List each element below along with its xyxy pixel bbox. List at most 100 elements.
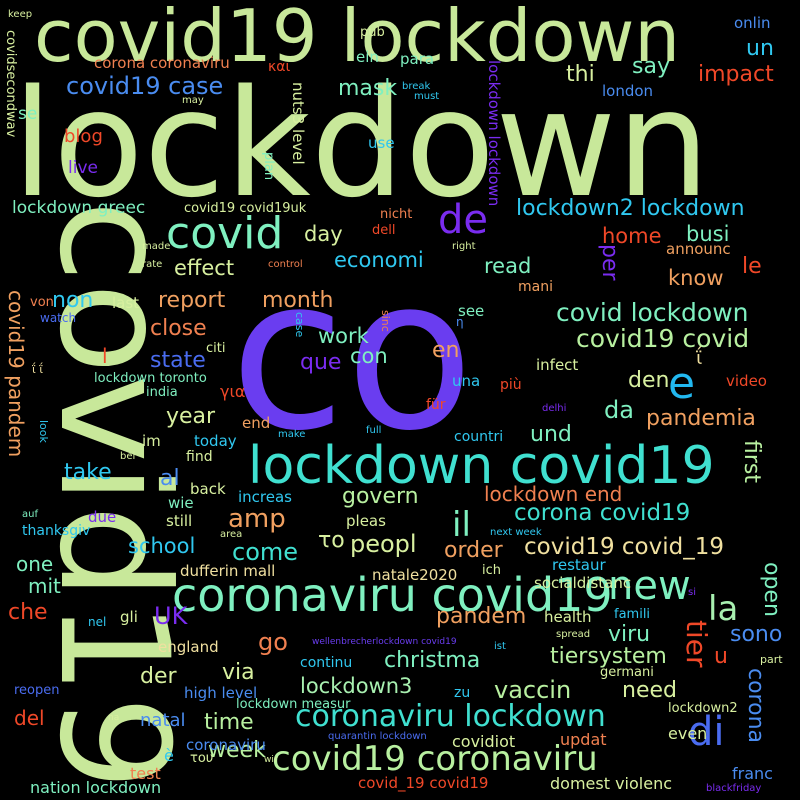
word-153: control (268, 259, 303, 270)
word-150: και (268, 59, 291, 75)
word-31: corona coronaviru (94, 54, 230, 72)
word-21: christma (384, 648, 481, 673)
word-66: come (232, 538, 299, 566)
word-118: countri (454, 429, 504, 445)
word-45: report (158, 288, 226, 313)
word-107: still (166, 512, 193, 530)
word-34: se (18, 104, 38, 124)
word-145: nicht (380, 207, 413, 222)
word-106: coronaviru (186, 736, 266, 754)
word-56: da (604, 396, 634, 424)
word-156: case (293, 312, 306, 338)
word-154: right (452, 241, 476, 252)
word-25: tier (680, 620, 713, 668)
word-164: bei (120, 451, 136, 462)
word-33: live (68, 158, 98, 178)
word-100: health (544, 608, 592, 626)
word-2: covid19 (26, 200, 200, 791)
word-44: know (668, 266, 724, 290)
word-181: quarantin lockdown (328, 731, 427, 742)
word-52: en (432, 338, 460, 363)
word-163: look (37, 420, 50, 443)
word-6: covid19 coronaviru (272, 739, 598, 779)
word-37: day (304, 222, 343, 246)
word-101: famili (614, 607, 651, 622)
word-94: covid_19 covid19 (358, 774, 489, 792)
word-99: socialdistanc (534, 574, 632, 592)
word-134: para (400, 50, 435, 68)
word-130: watch (40, 311, 77, 325)
word-32: blog (64, 126, 103, 147)
word-131: von (30, 295, 54, 310)
word-29: un (746, 36, 774, 61)
word-135: pub (360, 25, 385, 40)
word-14: il (452, 505, 471, 545)
word-155: sinc (379, 310, 392, 332)
word-146: keep (8, 9, 33, 20)
word-82: corona (743, 668, 768, 744)
word-133: ein (356, 48, 379, 66)
word-89: updat (560, 730, 607, 749)
word-47: close (150, 316, 207, 341)
word-127: india (146, 385, 178, 400)
word-166: area (220, 529, 243, 540)
word-86: week (208, 738, 266, 763)
word-5: coronaviru covid19 (172, 568, 613, 622)
word-50: con (350, 344, 388, 368)
word-129: last (112, 294, 140, 312)
word-8: covid (166, 208, 284, 259)
word-42: per (597, 244, 622, 281)
word-51: que (300, 350, 342, 375)
word-119: video (726, 372, 767, 390)
word-139: onlin (734, 14, 771, 32)
word-70: open (759, 562, 784, 617)
word-165: auf (22, 509, 38, 520)
word-49: work (318, 324, 369, 348)
word-36: effect (174, 256, 235, 280)
word-98: restaur (552, 556, 606, 574)
word-28: say (632, 54, 670, 79)
word-48: month (262, 288, 334, 313)
word-17: covid lockdown (556, 298, 749, 327)
word-157: η (456, 315, 464, 329)
word-10: e (668, 358, 696, 409)
word-141: nuts3 level (289, 82, 307, 165)
word-95: test (130, 764, 161, 783)
word-160: delhi (542, 403, 567, 414)
word-20: covid19 covid_19 (524, 534, 724, 560)
word-111: due (88, 508, 117, 526)
word-175: germani (600, 665, 654, 680)
word-88: covidiot (452, 732, 516, 751)
word-128: citi (206, 341, 226, 356)
word-152: rate (142, 259, 163, 270)
word-172: wellenbrecherlockdown covid19 (312, 637, 457, 647)
word-143: covid19 covid19uk (184, 201, 307, 216)
word-104: high level (184, 684, 258, 702)
word-151: made (142, 241, 171, 252)
word-136: use (368, 134, 395, 152)
word-176: part (760, 653, 783, 666)
word-93: nation lockdown (30, 778, 162, 797)
word-113: pleas (346, 512, 386, 530)
word-1: co (230, 232, 474, 477)
word-7: coronaviru lockdown (295, 699, 606, 734)
word-0: lockdown (12, 58, 711, 230)
word-117: end (242, 414, 271, 432)
word-116: im (142, 432, 161, 450)
word-75: go (258, 628, 288, 656)
word-142: lockdown lockdown (485, 60, 503, 207)
word-102: england (158, 638, 219, 656)
word-158: για (220, 382, 246, 401)
word-68: order (444, 538, 503, 563)
word-186: l (102, 344, 108, 368)
word-188: ΐ (696, 348, 703, 369)
word-126: lockdown toronto (94, 371, 207, 386)
word-67: peopl (350, 530, 417, 558)
word-87: natal (140, 710, 186, 731)
word-168: ich (482, 563, 501, 578)
word-24: amp (228, 504, 286, 534)
word-185: του (190, 751, 214, 766)
word-124: see (458, 302, 485, 320)
word-173: ist (494, 641, 506, 652)
